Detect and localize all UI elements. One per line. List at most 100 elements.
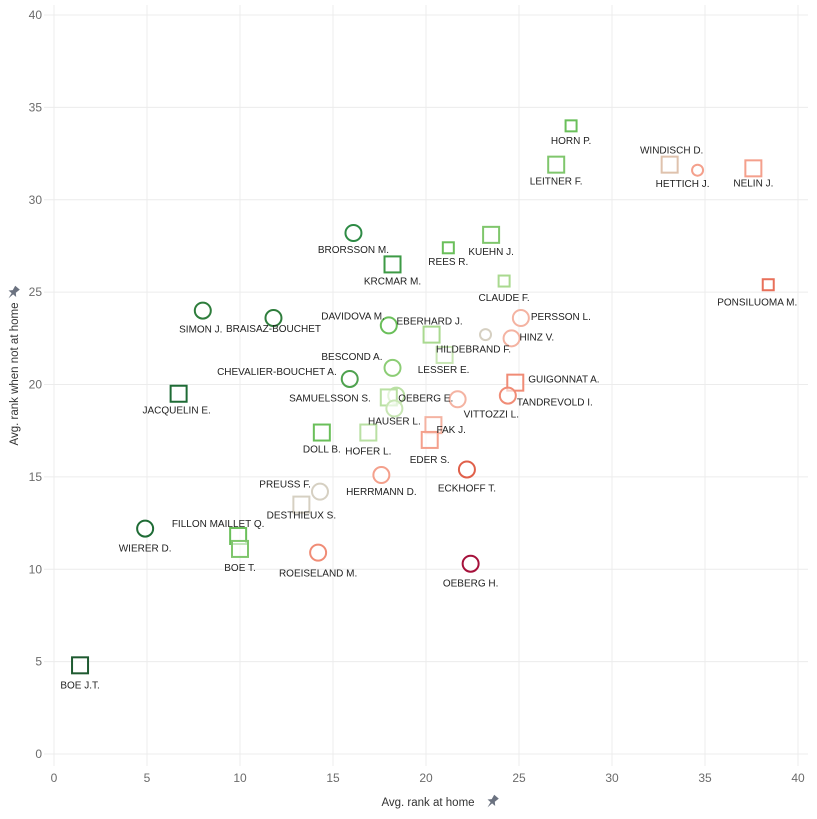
- point-label: DOLL B.: [303, 445, 341, 456]
- point-simon-j[interactable]: [193, 301, 212, 320]
- x-tick-label: 20: [419, 771, 433, 785]
- point-roeiseland-m[interactable]: [309, 543, 328, 562]
- point-hettich-j[interactable]: [691, 163, 705, 177]
- point-labels: HORN P. WINDISCH D. HETTICH J. NELIN J. LEIT…: [60, 136, 797, 691]
- x-tick-label: 25: [512, 771, 526, 785]
- y-tick-label: 15: [29, 470, 43, 484]
- point-boe-j-t[interactable]: [71, 656, 90, 675]
- y-tick-label: 20: [29, 378, 43, 392]
- x-axis-title: Avg. rank at home: [381, 797, 474, 809]
- point-label: EBERHARD J.: [397, 317, 463, 328]
- point-hildebrand-f[interactable]: [479, 328, 493, 342]
- y-tick-label: 35: [29, 100, 43, 114]
- y-tick-label: 0: [35, 747, 42, 761]
- point-persson-l[interactable]: [511, 308, 530, 327]
- y-tick-label: 30: [29, 193, 43, 207]
- point-label: GUIGONNAT A.: [528, 375, 599, 386]
- point-eckhoff-t[interactable]: [457, 460, 476, 479]
- x-tick-label: 35: [698, 771, 712, 785]
- point-label: HINZ V.: [520, 332, 555, 343]
- point-label: BRORSSON M.: [318, 245, 389, 256]
- point-label: OEBERG E.: [398, 394, 453, 405]
- point-nelin-j[interactable]: [744, 159, 763, 178]
- point-preuss-f[interactable]: [310, 482, 329, 501]
- point-label: ECKHOFF T.: [438, 483, 496, 494]
- point-label: PONSILUOMA M.: [717, 298, 797, 309]
- point-label: PREUSS F.: [259, 480, 311, 491]
- data-points: [71, 119, 775, 675]
- point-leitner-f[interactable]: [547, 155, 566, 174]
- point-label: JACQUELIN E.: [142, 406, 210, 417]
- point-label: TANDREVOLD I.: [517, 398, 593, 409]
- point-windisch-d[interactable]: [660, 155, 679, 174]
- point-oeberg-h[interactable]: [461, 554, 480, 573]
- point-eberhard-j[interactable]: [422, 325, 441, 344]
- point-label: WIERER D.: [119, 544, 172, 555]
- point-chevalier-bouchet-a[interactable]: [340, 369, 359, 388]
- x-tick-label: 10: [233, 771, 247, 785]
- point-doll-b[interactable]: [312, 423, 331, 442]
- y-tick-label: 40: [29, 8, 43, 22]
- x-tick-label: 40: [791, 771, 805, 785]
- point-label: KRCMAR M.: [364, 276, 421, 287]
- point-kuehn-j[interactable]: [482, 225, 501, 244]
- point-brorsson-m[interactable]: [344, 224, 363, 243]
- point-label: OEBERG H.: [443, 579, 499, 590]
- point-bescond-a[interactable]: [383, 358, 402, 377]
- point-label: DESTHIEUX S.: [267, 511, 336, 522]
- point-davidova-m[interactable]: [379, 316, 398, 335]
- x-tick-label: 5: [144, 771, 151, 785]
- point-label: WINDISCH D.: [640, 146, 703, 157]
- point-boe-t[interactable]: [231, 539, 249, 558]
- point-jacquelin-e[interactable]: [169, 384, 188, 403]
- y-axis-pin-icon[interactable]: [5, 284, 22, 301]
- point-label: LESSER E.: [418, 365, 470, 376]
- y-tick-label: 25: [29, 285, 43, 299]
- point-eder-s[interactable]: [420, 430, 439, 449]
- point-label: BOE J.T.: [60, 680, 99, 691]
- point-wierer-d[interactable]: [136, 519, 155, 538]
- point-label: PERSSON L.: [531, 312, 591, 323]
- y-tick-label: 10: [29, 562, 43, 576]
- axis-ticks: 0 5 10 15 20 25 30 35 40 0 5 10 15 20 25 30 35 40: [29, 8, 805, 785]
- point-hinz-v[interactable]: [502, 329, 521, 348]
- point-herrmann-d[interactable]: [372, 466, 391, 485]
- point-label: VITTOZZI L.: [464, 409, 519, 420]
- point-label: CLAUDE F.: [479, 293, 530, 304]
- point-label: CHEVALIER-BOUCHET A.: [217, 367, 337, 378]
- point-label: SAMUELSSON S.: [289, 393, 371, 404]
- point-lesser-e[interactable]: [435, 345, 454, 364]
- point-braisaz-bouchet[interactable]: [264, 308, 283, 327]
- x-tick-label: 15: [326, 771, 340, 785]
- point-label: SIMON J.: [179, 325, 222, 336]
- x-axis-pin-icon[interactable]: [484, 793, 501, 810]
- point-label: HERRMANN D.: [346, 487, 417, 498]
- point-horn-p[interactable]: [564, 119, 578, 133]
- point-label: FAK J.: [436, 425, 465, 436]
- point-vittozzi-l[interactable]: [448, 390, 467, 409]
- point-label: HAUSER L.: [368, 417, 421, 428]
- point-desthieux-s[interactable]: [292, 495, 311, 514]
- y-tick-label: 5: [35, 655, 42, 669]
- point-label: NELIN J.: [733, 178, 773, 189]
- x-tick-label: 30: [605, 771, 619, 785]
- point-label: REES R.: [428, 257, 468, 268]
- point-label: HILDEBRAND F.: [436, 345, 511, 356]
- point-label: BRAISAZ-BOUCHET: [226, 324, 321, 335]
- point-rees-r[interactable]: [441, 241, 455, 255]
- point-tandrevold-i[interactable]: [498, 386, 517, 405]
- point-claude-f[interactable]: [497, 274, 511, 288]
- point-label: LEITNER F.: [530, 177, 583, 188]
- point-label: EDER S.: [410, 455, 450, 466]
- point-hauser-l[interactable]: [385, 399, 404, 418]
- y-axis-title: Avg. rank when not at home: [9, 303, 21, 446]
- point-label: HETTICH J.: [656, 179, 710, 190]
- point-krcmar-m[interactable]: [383, 255, 402, 274]
- point-label: HORN P.: [551, 136, 591, 147]
- x-tick-label: 0: [51, 771, 58, 785]
- point-label: DAVIDOVA M.: [321, 311, 385, 322]
- point-ponsiluoma-m[interactable]: [761, 278, 775, 292]
- point-hofer-l[interactable]: [359, 423, 378, 442]
- point-label: BESCOND A.: [321, 352, 382, 363]
